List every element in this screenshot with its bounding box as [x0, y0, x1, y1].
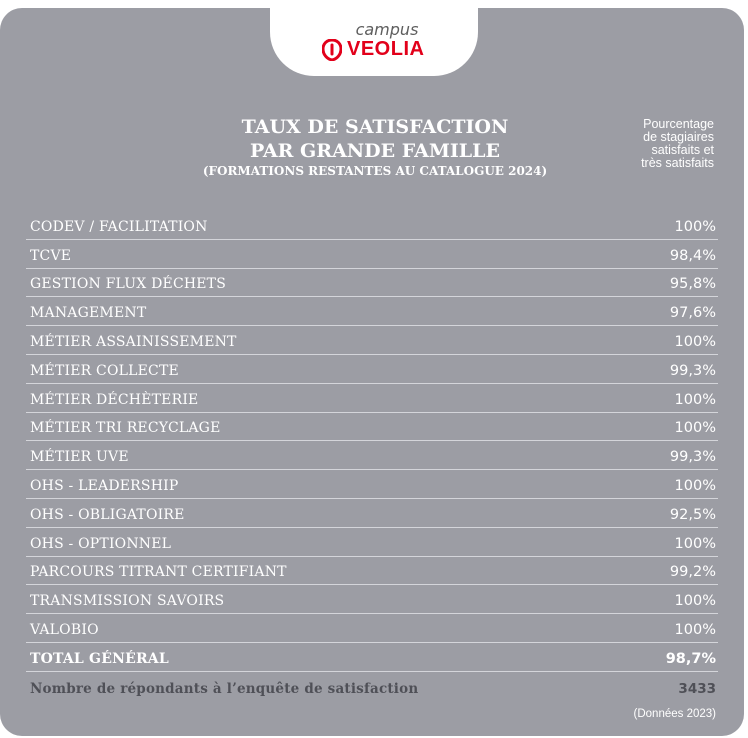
satisfaction-table: CODEV / FACILITATION 100% TCVE 98,4% GES…: [26, 211, 718, 701]
table-row: MÉTIER UVE 99,3%: [26, 441, 718, 471]
table-row: MÉTIER TRI RECYCLAGE 100%: [26, 413, 718, 442]
table-row: OHS - LEADERSHIP 100%: [26, 470, 718, 499]
row-value: 100%: [674, 420, 716, 437]
row-label: OHS - OBLIGATOIRE: [30, 506, 185, 523]
row-value: 99,2%: [669, 564, 716, 581]
row-value: 92,5%: [669, 506, 716, 523]
row-label: MANAGEMENT: [30, 305, 147, 322]
table-row: TCVE 98,4%: [26, 240, 718, 269]
row-value: 100%: [674, 333, 716, 350]
column-note: Pourcentage de stagiaires satisfaits et …: [604, 118, 714, 170]
logo-brand: VEOLIA: [321, 37, 425, 62]
row-value: 100%: [674, 593, 716, 610]
table-row: OHS - OBLIGATOIRE 92,5%: [26, 499, 718, 528]
note-line-4: très satisfaits: [641, 156, 714, 170]
row-label: MÉTIER TRI RECYCLAGE: [30, 420, 221, 437]
table-row: MÉTIER COLLECTE 99,3%: [26, 355, 718, 384]
respondents-value: 3433: [678, 680, 716, 697]
note-line-3: satisfaits et: [651, 143, 714, 157]
table-row: MÉTIER DÉCHÈTERIE 100%: [26, 384, 718, 413]
page-title: TAUX DE SATISFACTION PAR GRANDE FAMILLE …: [150, 115, 600, 179]
table-row: VALOBIO 100%: [26, 614, 718, 643]
row-label: MÉTIER COLLECTE: [30, 362, 179, 379]
title-subtitle: (FORMATIONS RESTANTES AU CATALOGUE 2024): [202, 164, 548, 178]
row-value: 98,4%: [669, 247, 716, 264]
title-line-2: PAR GRANDE FAMILLE: [250, 140, 500, 162]
total-label: TOTAL GÉNÉRAL: [30, 650, 169, 667]
row-value: 100%: [674, 391, 716, 408]
row-label: OHS - LEADERSHIP: [30, 477, 179, 494]
note-line-2: de stagiaires: [643, 130, 714, 144]
title-line-1: TAUX DE SATISFACTION: [241, 116, 509, 138]
table-row: PARCOURS TITRANT CERTIFIANT 99,2%: [26, 557, 718, 586]
total-row: TOTAL GÉNÉRAL 98,7%: [26, 643, 718, 672]
row-label: OHS - OPTIONNEL: [30, 535, 172, 552]
logo-brand-text: VEOLIA: [347, 38, 425, 60]
row-label: MÉTIER DÉCHÈTERIE: [30, 391, 199, 408]
table-row: CODEV / FACILITATION 100%: [26, 211, 718, 240]
row-value: 100%: [674, 535, 716, 552]
row-value: 100%: [674, 477, 716, 494]
row-label: TRANSMISSION SAVOIRS: [30, 593, 225, 610]
respondents-row: Nombre de répondants à l’enquête de sati…: [26, 672, 718, 701]
row-value: 100%: [674, 218, 716, 235]
row-label: CODEV / FACILITATION: [30, 218, 208, 235]
table-row: GESTION FLUX DÉCHETS 95,8%: [26, 269, 718, 298]
source-note: (Données 2023): [633, 708, 716, 720]
row-label: GESTION FLUX DÉCHETS: [30, 276, 227, 293]
logo-campus-text: campus: [355, 20, 419, 39]
table-row: TRANSMISSION SAVOIRS 100%: [26, 585, 718, 615]
table-row: MÉTIER ASSAINISSEMENT 100%: [26, 326, 718, 355]
note-line-1: Pourcentage: [643, 117, 714, 131]
row-label: MÉTIER UVE: [30, 449, 129, 466]
row-label: VALOBIO: [30, 621, 99, 638]
row-label: PARCOURS TITRANT CERTIFIANT: [30, 564, 287, 581]
row-value: 97,6%: [669, 305, 716, 322]
row-value: 95,8%: [669, 276, 716, 293]
table-row: MANAGEMENT 97,6%: [26, 297, 718, 327]
row-value: 100%: [674, 621, 716, 638]
table-row: OHS - OPTIONNEL 100%: [26, 528, 718, 557]
logo-tab: campus VEOLIA: [270, 8, 478, 76]
total-value: 98,7%: [665, 650, 716, 667]
veolia-logo-icon: [321, 37, 343, 62]
row-value: 99,3%: [669, 449, 716, 466]
row-value: 99,3%: [669, 362, 716, 379]
row-label: TCVE: [30, 247, 72, 264]
respondents-label: Nombre de répondants à l’enquête de sati…: [30, 680, 419, 697]
satisfaction-card: campus VEOLIA TAUX DE SATISFACTION PAR G…: [0, 8, 744, 736]
row-label: MÉTIER ASSAINISSEMENT: [30, 333, 237, 350]
